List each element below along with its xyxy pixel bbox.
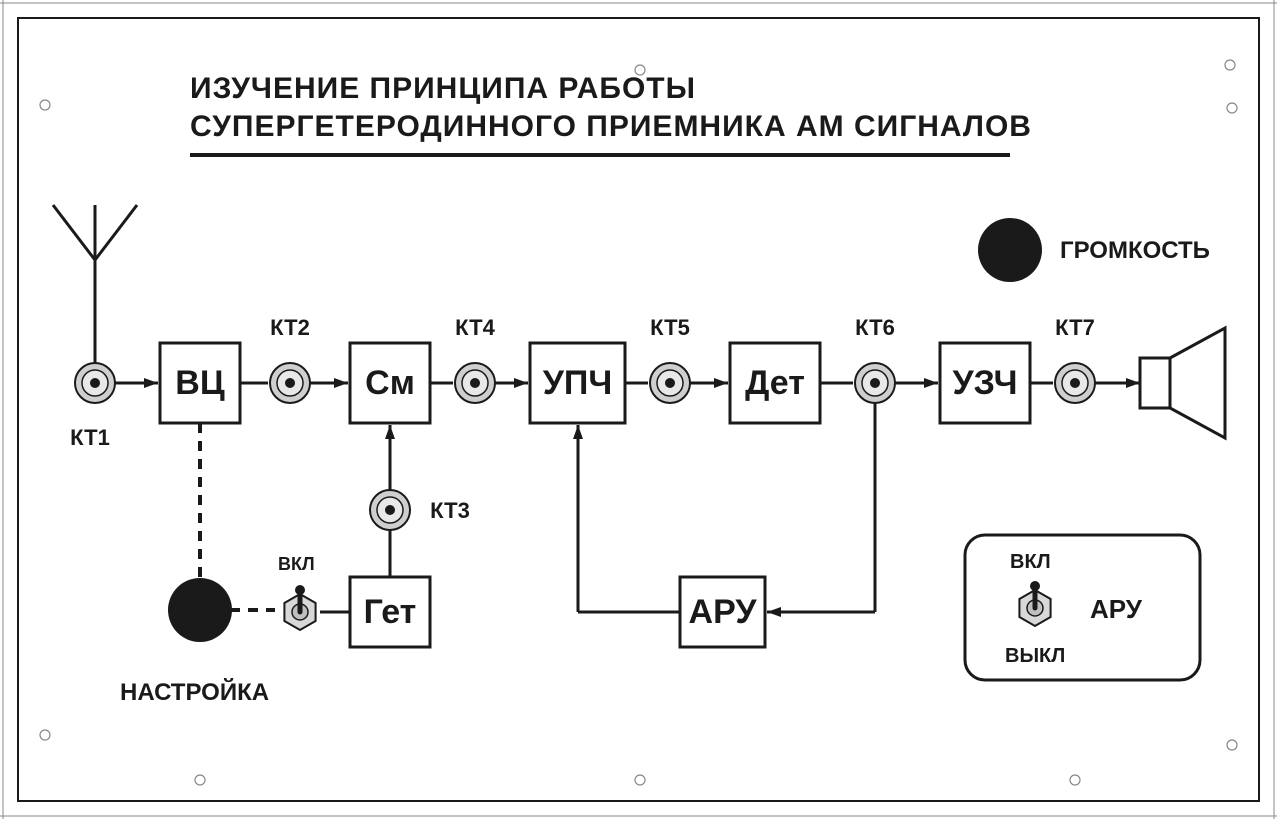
block-get: Гет bbox=[350, 577, 430, 647]
testpoint-kt6-label: КТ6 bbox=[855, 315, 895, 340]
testpoint-kt4-label: КТ4 bbox=[455, 315, 495, 340]
testpoint-kt3[interactable]: КТ3 bbox=[430, 498, 470, 523]
testpoint-kt5[interactable]: КТ5 bbox=[650, 315, 690, 340]
testpoint-kt1[interactable]: КТ1 bbox=[70, 425, 110, 450]
aru-panel-label-mid: АРУ bbox=[1090, 594, 1143, 624]
block-aru-label: АРУ bbox=[689, 593, 758, 631]
block-vc: ВЦ bbox=[160, 343, 240, 423]
block-upch: УПЧ bbox=[530, 343, 625, 423]
block-vc-label: ВЦ bbox=[175, 364, 225, 402]
testpoint-kt6[interactable]: КТ6 bbox=[855, 315, 895, 340]
block-sm: См bbox=[350, 343, 430, 423]
block-upch-label: УПЧ bbox=[543, 364, 612, 402]
testpoint-kt2-label: КТ2 bbox=[270, 315, 310, 340]
testpoint-kt7-label: КТ7 bbox=[1055, 315, 1095, 340]
block-uzch-label: УЗЧ bbox=[952, 364, 1017, 402]
tuning-label: НАСТРОЙКА bbox=[120, 678, 269, 706]
aru-panel-label-bot: ВЫКЛ bbox=[1005, 645, 1065, 667]
title-line-1: ИЗУЧЕНИЕ ПРИНЦИПА РАБОТЫ bbox=[190, 72, 696, 105]
aru-panel-label-top: ВКЛ bbox=[1010, 551, 1051, 573]
testpoint-kt2[interactable]: КТ2 bbox=[270, 315, 310, 340]
testpoint-kt5-label: КТ5 bbox=[650, 315, 690, 340]
testpoint-kt3-label: КТ3 bbox=[430, 498, 470, 523]
testpoint-kt1-label: КТ1 bbox=[70, 425, 110, 450]
title-line-2: СУПЕРГЕТЕРОДИННОГО ПРИЕМНИКА АМ СИГНАЛОВ bbox=[190, 110, 1032, 143]
block-aru: АРУ bbox=[680, 577, 765, 647]
block-det-label: Дет bbox=[745, 364, 805, 402]
volume-label: ГРОМКОСТЬ bbox=[1060, 237, 1210, 264]
testpoint-kt7[interactable]: КТ7 bbox=[1055, 315, 1095, 340]
het-toggle[interactable]: ВКЛ bbox=[278, 554, 315, 574]
het-toggle-label-top: ВКЛ bbox=[278, 554, 315, 574]
block-det: Дет bbox=[730, 343, 820, 423]
testpoint-kt4[interactable]: КТ4 bbox=[455, 315, 495, 340]
block-get-label: Гет bbox=[364, 593, 417, 631]
block-uzch: УЗЧ bbox=[940, 343, 1030, 423]
block-sm-label: См bbox=[365, 364, 415, 402]
